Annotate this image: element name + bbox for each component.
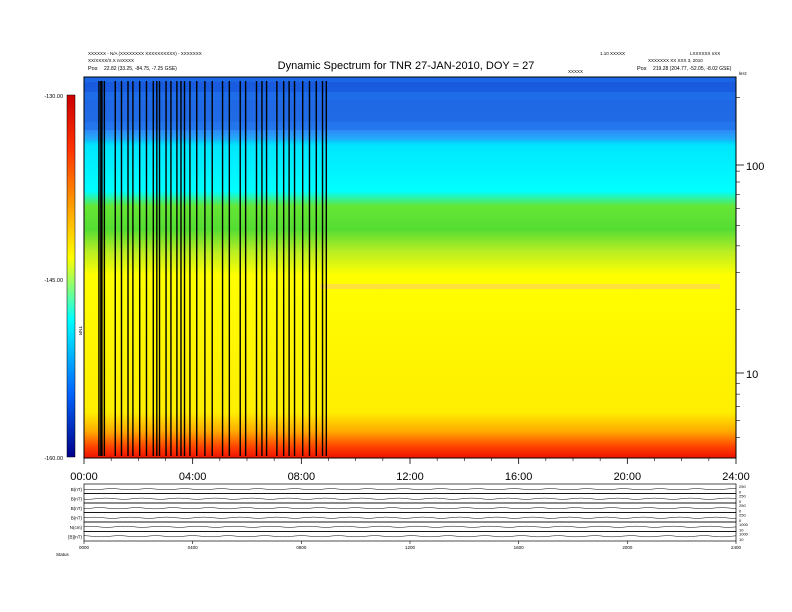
bottom-x-tick-label: 0400 (188, 545, 199, 550)
x-tick-label: 00:00 (70, 471, 98, 483)
bottom-panel-tick: 10 (739, 528, 744, 533)
bottom-panels: B(nT)2500B(nT)2500B(nT)2500B(nT)2500N(cm… (68, 483, 749, 550)
header-pos-left-value: 22.82 (33.25, -84.75, -7.25 GSE) (104, 66, 177, 72)
bottom-panel-tick: 0 (739, 518, 742, 523)
spectrogram-fill (84, 77, 736, 458)
bottom-panel-frame (83, 502, 737, 513)
colorbar-tick-top: -130.00 (44, 94, 63, 100)
header-pos-right-value: 219.28 (204.77, -52.05, -8.02 GSE) (653, 66, 732, 72)
bottom-panel-tick: 0 (739, 499, 742, 504)
bottom-panel-tick: 250 (739, 513, 746, 518)
bottom-x-tick-label: 2000 (622, 545, 633, 550)
y-tick-label-100: 100 (746, 161, 764, 173)
x-tick-label: 08:00 (288, 471, 316, 483)
bottom-x-tick-label: 1200 (405, 545, 416, 550)
bottom-panel-label: B(nT) (71, 496, 83, 501)
header-small-right-2: XXXXXXX XX XXX 3, 2010 (648, 58, 703, 63)
bottom-panel-label: B(nT) (71, 487, 83, 492)
x-tick-label: 20:00 (614, 471, 642, 483)
y-axis-unit-label: kHz (739, 71, 747, 76)
y-axis-minor-ticks (736, 97, 740, 438)
bottom-panel-tick: 10 (739, 537, 744, 542)
x-tick-label: 16:00 (505, 471, 533, 483)
x-tick-label: 24:00 (722, 471, 750, 483)
spectrogram-band (84, 100, 736, 122)
bottom-panel-tick: 250 (739, 484, 746, 489)
bottom-panel-label: [B](nT) (68, 534, 82, 539)
x-tick-label: 12:00 (396, 471, 424, 483)
spectrogram-band (84, 82, 736, 92)
header-small-center: XXXXX (568, 69, 583, 74)
bottom-panel-tick: 1000 (739, 522, 749, 527)
bottom-x-tick-label: 0000 (79, 545, 90, 550)
header-small-right-1: 1.10 XXXXX (600, 51, 625, 56)
bottom-panel-trace (83, 497, 737, 500)
spectrogram (83, 76, 737, 459)
chart-title: Dynamic Spectrum for TNR 27-JAN-2010, DO… (278, 60, 535, 72)
spectrogram-emission-line (320, 284, 720, 289)
bottom-panel-tick: 0 (739, 509, 742, 514)
colorbar: -130.00 -145.00 -160.00 TNR (44, 94, 83, 462)
bottom-panel-tick: 1000 (739, 532, 749, 537)
x-tick-label: 04:00 (179, 471, 207, 483)
spectrogram-band (84, 130, 736, 140)
y-axis-right: 100 10 (735, 77, 764, 458)
bottom-panel-trace (83, 488, 737, 491)
bottom-panel-label: B(nT) (71, 515, 83, 520)
header-small-left-1: XXXXXX - N/A (XXXXXXXX XXXXXXXXXX) - XXX… (88, 51, 202, 56)
bottom-panel-trace (83, 525, 737, 528)
bottom-panel-tick: 250 (739, 503, 746, 508)
footer-status-label: Status (56, 552, 70, 557)
bottom-panel-tick: 250 (739, 494, 746, 499)
x-axis: 00:00 04:00 08:00 12:00 16:00 20:00 24:00 (70, 458, 750, 483)
colorbar-tick-bottom: -160.00 (44, 456, 63, 462)
colorbar-tick-mid: -145.00 (44, 278, 63, 284)
bottom-panel-trace (83, 535, 737, 538)
header-pos-right-label: Pos (637, 66, 647, 72)
bottom-x-tick-label: 2400 (731, 545, 742, 550)
bottom-x-tick-label: 1600 (514, 545, 525, 550)
colorbar-gradient (66, 94, 76, 458)
bottom-panel-trace (83, 507, 737, 510)
colorbar-label: TNR (78, 326, 83, 336)
y-tick-label-10: 10 (746, 369, 758, 381)
header-small-left-2: XX/XXXX/X.X nnXXXX (88, 58, 134, 63)
bottom-panel-label: B(nT) (71, 506, 83, 511)
bottom-panel-label: N(cm) (70, 525, 83, 530)
bottom-panel-trace (83, 516, 736, 519)
bottom-panel-tick: 0 (739, 490, 742, 495)
header-small-far-right: LXXXXXX nXX (690, 51, 720, 56)
header-pos-left-label: Pos (88, 66, 98, 72)
bottom-x-tick-label: 0800 (296, 545, 307, 550)
data-gap-lines (98, 81, 328, 456)
